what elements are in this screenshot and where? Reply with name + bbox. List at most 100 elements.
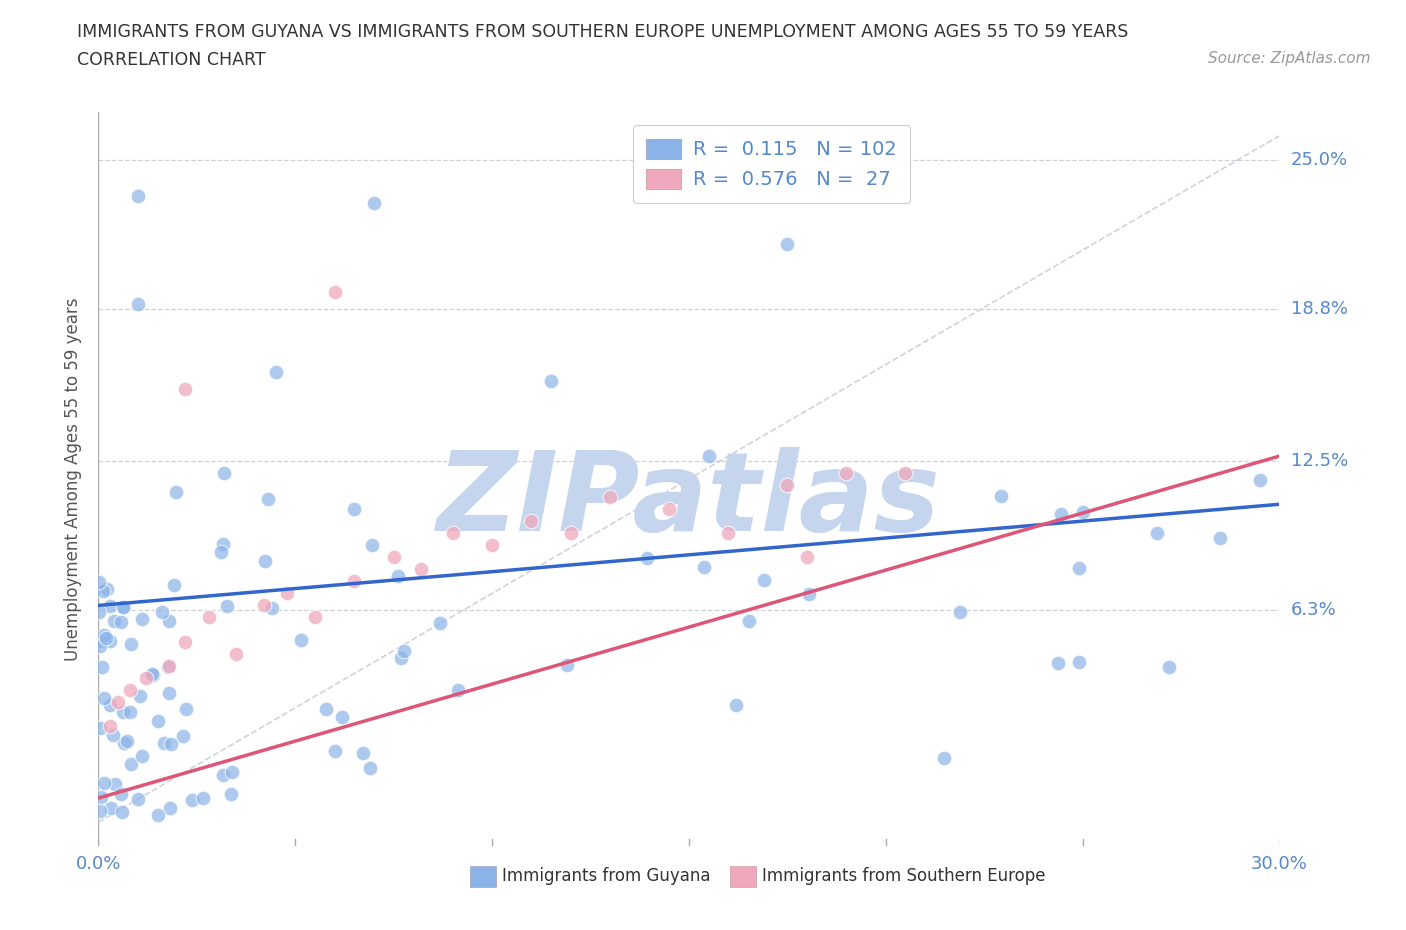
Point <box>1067 655 1090 670</box>
Point <box>217 598 239 613</box>
Point <box>447 683 470 698</box>
Point <box>87 574 110 589</box>
Point <box>264 365 287 379</box>
Point <box>212 537 235 551</box>
Point <box>120 704 142 719</box>
Point <box>160 737 183 751</box>
Point <box>90 790 112 804</box>
Point <box>1249 472 1271 487</box>
Point <box>481 538 503 552</box>
Point <box>104 777 127 791</box>
Point <box>599 489 621 504</box>
Point <box>115 734 138 749</box>
Point <box>141 667 163 682</box>
Point <box>120 757 142 772</box>
Point <box>101 727 124 742</box>
Point <box>359 761 381 776</box>
Point <box>894 466 917 481</box>
Point <box>560 525 582 540</box>
Point <box>127 791 149 806</box>
Point <box>89 804 111 818</box>
Point <box>94 631 117 645</box>
Point <box>110 614 132 629</box>
Point <box>257 491 280 506</box>
Text: 12.5%: 12.5% <box>1291 452 1348 470</box>
Point <box>212 768 235 783</box>
Point <box>717 525 740 540</box>
Point <box>392 644 415 658</box>
Point <box>352 746 374 761</box>
Text: Source: ZipAtlas.com: Source: ZipAtlas.com <box>1208 51 1371 66</box>
Point <box>153 736 176 751</box>
Point <box>343 501 366 516</box>
Point <box>152 604 174 619</box>
Point <box>752 573 775 588</box>
Point <box>93 691 115 706</box>
Point <box>221 764 243 779</box>
Point <box>520 513 543 528</box>
Point <box>323 285 346 299</box>
Point <box>89 633 111 648</box>
Point <box>156 659 179 674</box>
Text: 6.3%: 6.3% <box>1291 601 1336 619</box>
Point <box>1050 507 1073 522</box>
Point <box>260 601 283 616</box>
Point <box>157 685 180 700</box>
Point <box>96 581 118 596</box>
Point <box>796 550 818 565</box>
Point <box>174 381 197 396</box>
Legend: R =  0.115   N = 102, R =  0.576   N =  27: R = 0.115 N = 102, R = 0.576 N = 27 <box>633 125 911 203</box>
Text: Immigrants from Southern Europe: Immigrants from Southern Europe <box>762 868 1046 885</box>
Point <box>135 671 157 685</box>
Point <box>98 718 121 733</box>
Point <box>100 801 122 816</box>
Point <box>157 658 180 673</box>
Point <box>112 600 135 615</box>
Y-axis label: Unemployment Among Ages 55 to 59 years: Unemployment Among Ages 55 to 59 years <box>65 298 83 660</box>
Point <box>110 786 132 801</box>
Point <box>441 525 464 540</box>
Point <box>128 688 150 703</box>
Point <box>103 614 125 629</box>
Point <box>540 374 562 389</box>
Point <box>658 501 681 516</box>
Point <box>209 545 232 560</box>
Point <box>389 651 412 666</box>
Point <box>429 616 451 631</box>
Point <box>363 195 385 210</box>
Point <box>127 189 149 204</box>
Point <box>990 488 1012 503</box>
Point <box>1157 660 1180 675</box>
Point <box>948 604 970 619</box>
FancyBboxPatch shape <box>471 866 496 886</box>
Point <box>799 587 821 602</box>
Point <box>1208 530 1230 545</box>
FancyBboxPatch shape <box>730 866 756 886</box>
Point <box>697 448 720 463</box>
Point <box>290 632 312 647</box>
Point <box>1046 656 1069 671</box>
Point <box>636 551 658 565</box>
Point <box>174 701 197 716</box>
Point <box>1069 561 1091 576</box>
Point <box>1146 525 1168 540</box>
Point <box>411 562 433 577</box>
Point <box>725 698 748 712</box>
Point <box>360 538 382 552</box>
Point <box>131 612 153 627</box>
Point <box>304 610 326 625</box>
Point <box>737 614 759 629</box>
Point <box>93 776 115 790</box>
Point <box>343 574 366 589</box>
Point <box>146 807 169 822</box>
Point <box>835 466 858 481</box>
Point <box>219 787 242 802</box>
Point <box>91 583 114 598</box>
Point <box>107 695 129 710</box>
Point <box>315 701 337 716</box>
Point <box>776 477 799 492</box>
Text: 25.0%: 25.0% <box>1291 151 1348 168</box>
Point <box>90 659 112 674</box>
Point <box>172 728 194 743</box>
Point <box>127 297 149 312</box>
